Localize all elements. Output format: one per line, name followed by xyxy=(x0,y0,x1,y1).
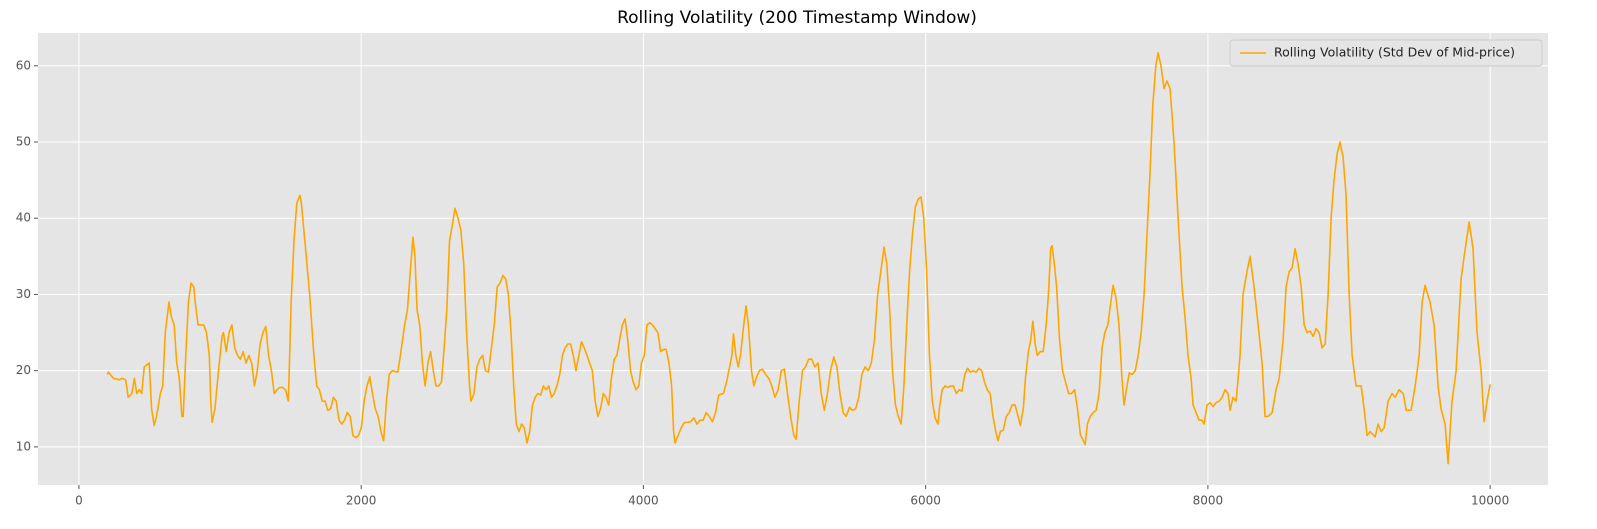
y-tick-label: 20 xyxy=(16,363,31,377)
y-tick-label: 60 xyxy=(16,58,31,72)
x-tick-label: 2000 xyxy=(346,494,377,508)
x-tick-label: 4000 xyxy=(628,494,659,508)
line xyxy=(106,52,1491,465)
y-tick-label: 50 xyxy=(16,134,31,148)
x-tick-label: 10000 xyxy=(1471,494,1509,508)
legend-box xyxy=(1229,39,1543,67)
plot-area xyxy=(38,33,1548,485)
x-tick-label: 6000 xyxy=(910,494,941,508)
chart-title: Rolling Volatility (200 Timestamp Window… xyxy=(617,8,977,28)
x-tick-label: 0 xyxy=(75,494,83,508)
x-tick-label: 8000 xyxy=(1193,494,1224,508)
y-tick-label: 10 xyxy=(16,439,31,453)
legend-text: Rolling Volatility (Std Dev of Mid-price… xyxy=(1274,45,1515,60)
y-tick-label: 40 xyxy=(16,211,31,225)
y-tick-label: 30 xyxy=(16,287,31,301)
